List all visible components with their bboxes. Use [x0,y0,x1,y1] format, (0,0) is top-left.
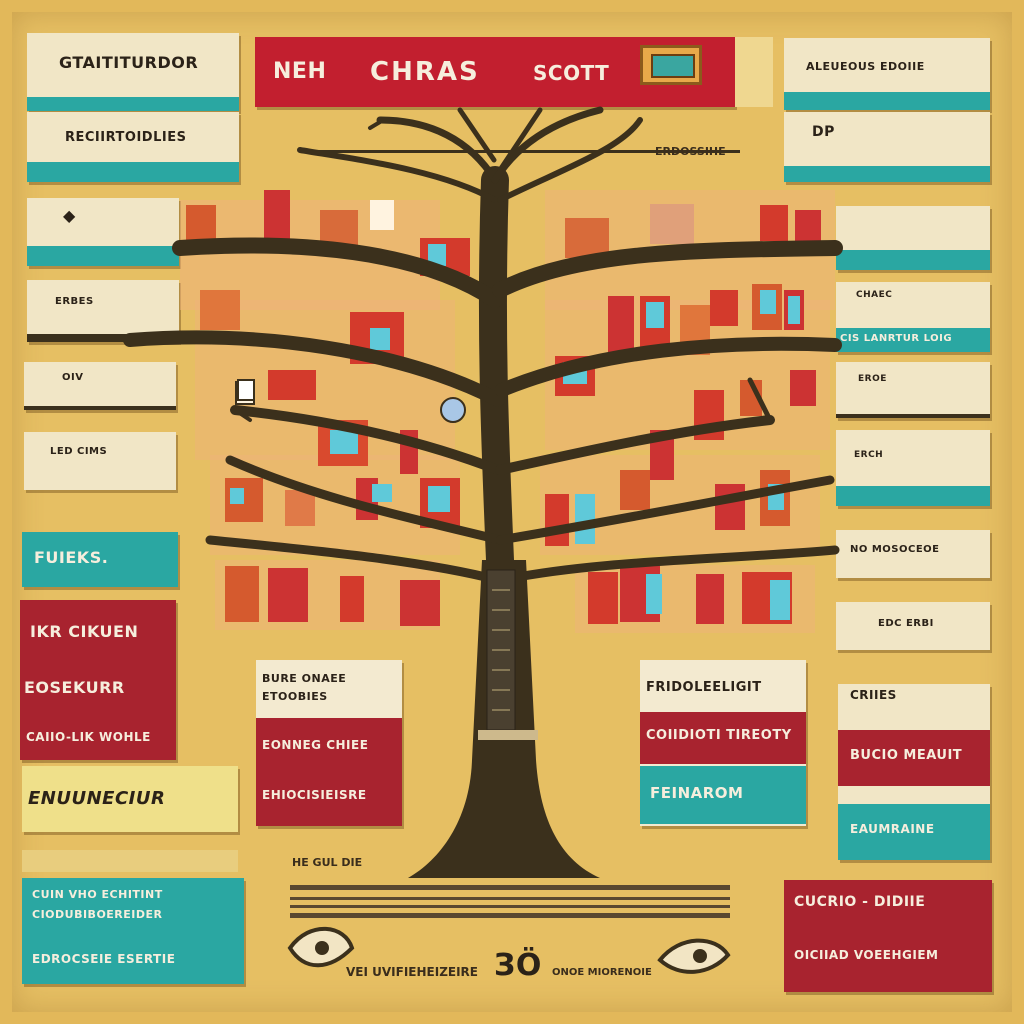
right-bottom-line-2: OICIIAD VOEEHGIEM [794,948,939,962]
right-card-8: EDC ERBI [836,602,990,650]
left-bottom-teal-line-2: CIODUBIBOEREIDER [32,908,163,921]
footer-small-caption: HE GUL DIE [292,856,363,869]
left-yellow-label: ENUUNECIUR [28,788,166,809]
right-card-6-label: ERCH [854,450,884,460]
center-right-teal: FEINAROM [650,784,744,802]
left-card-2: RECIIRTOIDLIES [27,112,239,182]
right-card-5: EROE [836,362,990,418]
left-card-1: GTAITITURDOR [27,33,239,111]
left-eye-icon [287,926,355,968]
center-left-red-b: EHIOCISIEISRE [262,788,367,802]
left-bottom-teal-line-3: EDROCSEIE ESERTIE [32,952,176,966]
right-card-7-label: NO MOSOCEOE [850,544,940,555]
footer-left-text: VEI UVIFIEHEIZEIRE [346,965,478,979]
right-card-2: DP [784,112,990,182]
top-right-caption: ERDOSSIHE [655,145,726,158]
right-card-5-label: EROE [858,374,887,384]
left-card-5-label: OIV [62,372,84,383]
right-stack-card: CRIIES BUCIO MEAUIT EAUMRAINE [838,684,990,860]
right-card-1-label: ALEUEOUS EDOIIE [806,60,925,73]
center-left-title-a: BURE ONAEE [262,672,347,685]
trunk-plaque [478,730,538,740]
left-card-5: OIV [24,362,176,410]
right-stack-red: BUCIO MEAUIT [838,730,990,786]
left-yellow-card: ENUUNECIUR [22,766,238,832]
banner-left-text: NEH [273,59,327,84]
left-blank-strip [22,850,238,872]
right-card-4-stripe-label: CIS LANRTUR LOIG [840,333,953,344]
left-card-3: ◆ [27,198,179,266]
right-card-2-label: DP [812,124,835,140]
banner-tab [735,37,773,107]
center-right-card: FRIDOLEELIGIT COIIDIOTI TIREOTY FEINAROM [640,660,806,826]
left-card-4-label: ERBES [55,296,94,307]
center-right-title: FRIDOLEELIGIT [646,680,762,695]
right-bottom-red-card: CUCRIO - DIDIIE OICIIAD VOEEHGIEM [784,880,992,992]
trunk-panel-lines [492,589,510,711]
right-bottom-line-1: CUCRIO - DIDIIE [794,894,926,910]
left-teal-label: FUIEKS. [34,548,109,567]
left-teal-card: FUIEKS. [22,532,178,587]
left-red-line-3: CAIIO-LIK WOHLE [26,730,151,744]
right-card-8-label: EDC ERBI [878,618,934,629]
left-red-card: IKR CIKUEN EOSEKURR CAIIO-LIK WOHLE [20,600,176,760]
right-card-1: ALEUEOUS EDOIIE [784,38,990,110]
right-card-4: CHAEC CIS LANRTUR LOIG [836,282,990,352]
canopy-boxes [186,190,821,626]
left-red-line-1: IKR CIKUEN [30,622,139,641]
center-left-red-a: EONNEG CHIEE [262,738,369,752]
tree-branches [123,106,843,585]
center-right-red: COIIDIOTI TIREOTY [646,728,792,743]
right-stack-red-label: BUCIO MEAUIT [850,748,963,763]
left-bottom-teal-line-1: CUIN VHO ECHITINT [32,888,163,901]
footer-center-mark: ЗÖ [494,948,542,983]
right-card-7: NO MOSOCEOE [836,530,990,578]
right-card-6: ERCH [836,430,990,506]
banner-right-text: SCOTT [533,61,610,85]
top-banner: NEH CHRAS SCOTT [255,37,735,107]
left-card-1-label: GTAITITURDOR [59,53,199,72]
left-card-6: LED CIMS [24,432,176,490]
right-card-4-label: CHAEC [856,290,893,300]
left-bottom-teal-card: CUIN VHO ECHITINT CIODUBIBOEREIDER EDROC… [22,878,244,984]
banner-emblem [640,45,702,85]
banner-title: CHRAS [370,57,480,87]
left-red-line-2: EOSEKURR [24,678,125,697]
right-card-3 [836,206,990,270]
left-card-6-label: LED CIMS [50,446,108,457]
right-eye-icon [657,938,731,974]
right-stack-label: CRIIES [850,688,897,702]
left-card-2-label: RECIIRTOIDLIES [65,130,187,145]
footer-right-text: ONOE MIORENOIE [552,967,652,978]
pin-icon: ◆ [63,206,76,225]
center-left-title-b: ETOOBIES [262,690,328,703]
right-stack-teal: EAUMRAINE [838,804,990,860]
center-left-card: BURE ONAEE ETOOBIES EONNEG CHIEE EHIOCIS… [256,660,402,826]
right-stack-teal-label: EAUMRAINE [850,822,935,836]
base-rules [290,885,730,918]
